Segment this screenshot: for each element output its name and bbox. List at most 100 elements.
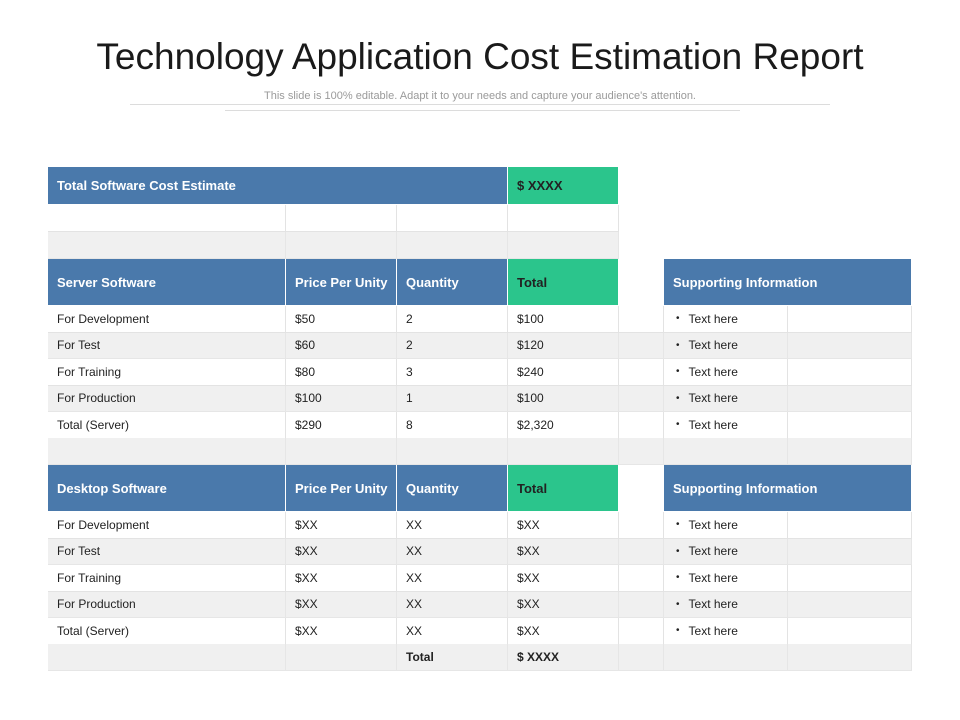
server-price-header: Price Per Unity (286, 259, 397, 306)
gap-cell (664, 438, 788, 465)
server-support-text: Text here (664, 412, 788, 439)
desktop-row-cell: XX (397, 538, 508, 565)
page-subtitle: This slide is 100% editable. Adapt it to… (264, 90, 696, 102)
desktop-total-header: Total (508, 465, 619, 512)
desktop-row-cell: XX (397, 591, 508, 618)
server-row-cell: $120 (508, 332, 619, 359)
desktop-row-cell: For Production (48, 591, 286, 618)
server-support-text: Text here (664, 332, 788, 359)
server-row-cell: 2 (397, 332, 508, 359)
blank-cell (508, 205, 619, 232)
desktop-row-cell: $XX (508, 618, 619, 645)
desktop-row-cell: $XX (508, 565, 619, 592)
support-blank-cell (788, 359, 912, 386)
summary-value: $ XXXX (508, 167, 619, 205)
support-blank-cell (788, 591, 912, 618)
server-supporting-header: Supporting Information (664, 259, 912, 306)
gap-cell (397, 438, 508, 465)
desktop-support-text: Text here (664, 512, 788, 539)
total-blank-cell (619, 644, 664, 671)
spacer-cell (619, 618, 664, 645)
blank-cell (286, 205, 397, 232)
summary-label: Total Software Cost Estimate (48, 167, 508, 205)
desktop-supporting-header: Supporting Information (664, 465, 912, 512)
desktop-support-text: Text here (664, 591, 788, 618)
server-row-cell: $50 (286, 306, 397, 333)
total-blank-cell (664, 644, 788, 671)
desktop-support-text: Text here (664, 618, 788, 645)
support-blank-cell (788, 618, 912, 645)
desktop-support-text: Text here (664, 538, 788, 565)
desktop-row-cell: For Development (48, 512, 286, 539)
desktop-price-header: Price Per Unity (286, 465, 397, 512)
desktop-row-cell: $XX (508, 538, 619, 565)
spacer-cell (619, 512, 664, 539)
desktop-row-cell: XX (397, 618, 508, 645)
desktop-support-text: Text here (664, 565, 788, 592)
desktop-row-cell: $XX (508, 591, 619, 618)
blank-cell (397, 205, 508, 232)
desktop-row-cell: Total (Server) (48, 618, 286, 645)
spacer-cell (619, 385, 664, 412)
desktop-row-cell: $XX (286, 618, 397, 645)
grand-total-value: $ XXXX (508, 644, 619, 671)
server-support-text: Text here (664, 306, 788, 333)
spacer-cell (619, 538, 664, 565)
blank-cell (48, 232, 286, 259)
server-row-cell: For Test (48, 332, 286, 359)
spacer-cell (619, 306, 664, 333)
spacer-cell (619, 359, 664, 386)
desktop-row-cell: For Training (48, 565, 286, 592)
total-blank-cell (286, 644, 397, 671)
server-software-header: Server Software (48, 259, 286, 306)
server-row-cell: 8 (397, 412, 508, 439)
spacer-cell (619, 412, 664, 439)
server-row-cell: 3 (397, 359, 508, 386)
desktop-row-cell: $XX (286, 512, 397, 539)
page-title: Technology Application Cost Estimation R… (96, 36, 864, 77)
gap-cell (619, 438, 664, 465)
blank-cell (286, 232, 397, 259)
server-support-text: Text here (664, 385, 788, 412)
server-support-text: Text here (664, 359, 788, 386)
server-row-cell: $290 (286, 412, 397, 439)
server-row-cell: $100 (286, 385, 397, 412)
server-row-cell: $100 (508, 385, 619, 412)
desktop-software-header: Desktop Software (48, 465, 286, 512)
spacer-cell (619, 565, 664, 592)
server-row-cell: For Production (48, 385, 286, 412)
server-row-cell: For Development (48, 306, 286, 333)
desktop-row-cell: XX (397, 512, 508, 539)
gap-cell (788, 438, 912, 465)
server-row-cell: For Training (48, 359, 286, 386)
desktop-row-cell: $XX (286, 565, 397, 592)
desktop-row-cell: XX (397, 565, 508, 592)
total-blank-cell (48, 644, 286, 671)
support-blank-cell (788, 565, 912, 592)
total-blank-cell (788, 644, 912, 671)
server-row-cell: Total (Server) (48, 412, 286, 439)
server-row-cell: $2,320 (508, 412, 619, 439)
server-row-cell: $100 (508, 306, 619, 333)
server-row-cell: $60 (286, 332, 397, 359)
gap-cell (48, 438, 286, 465)
blank-cell (508, 232, 619, 259)
support-blank-cell (788, 306, 912, 333)
subtitle-divider (225, 110, 740, 111)
support-blank-cell (788, 385, 912, 412)
desktop-row-cell: $XX (286, 538, 397, 565)
server-row-cell: 2 (397, 306, 508, 333)
blank-cell (48, 205, 286, 232)
server-total-header: Total (508, 259, 619, 306)
server-quantity-header: Quantity (397, 259, 508, 306)
desktop-row-cell: $XX (286, 591, 397, 618)
support-blank-cell (788, 538, 912, 565)
title-divider (130, 104, 830, 105)
spacer-cell (619, 332, 664, 359)
gap-cell (508, 438, 619, 465)
blank-cell (397, 232, 508, 259)
server-row-cell: $80 (286, 359, 397, 386)
support-blank-cell (788, 512, 912, 539)
server-row-cell: $240 (508, 359, 619, 386)
support-blank-cell (788, 412, 912, 439)
